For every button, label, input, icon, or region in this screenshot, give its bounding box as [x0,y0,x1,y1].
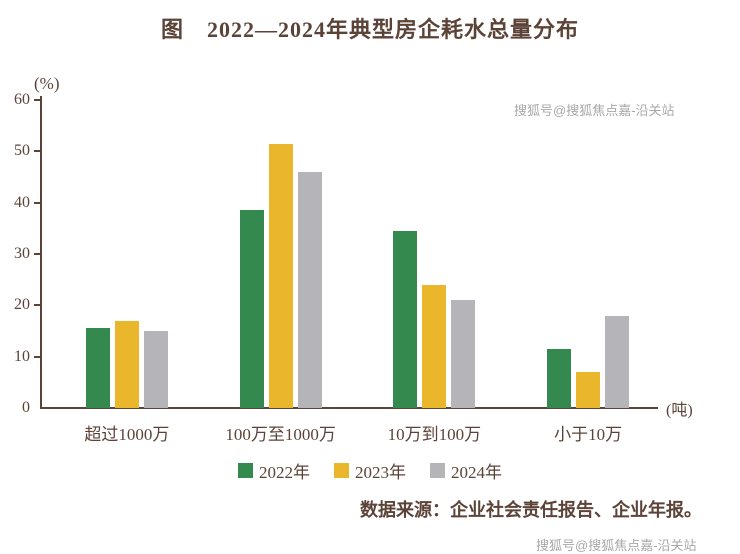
y-axis-line [40,96,42,409]
legend-swatch-icon [430,463,445,478]
data-source-note: 数据来源：企业社会责任报告、企业年报。 [360,500,702,520]
chart-legend: 2022年 2023年 2024年 [0,458,740,483]
legend-label: 2022年 [259,463,310,482]
y-tick-mark [34,99,40,101]
watermark-top: 搜狐号@搜狐焦点嘉-沿关站 [514,103,675,118]
legend-item-2023年: 2023年 [334,458,406,483]
bar-2022年-超过1000万 [85,328,110,408]
legend-label: 2023年 [355,463,406,482]
y-axis-unit-label: (%) [34,74,60,93]
legend-swatch-icon [334,463,349,478]
x-category-label: 10万到100万 [387,425,482,444]
x-category-label: 超过1000万 [84,425,170,444]
y-tick-label: 20 [14,296,30,314]
bar-2024年-10万到100万 [451,300,476,408]
bar-2022年-10万到100万 [393,230,418,408]
y-tick-label: 40 [14,193,30,211]
bar-2024年-100万至1000万 [297,171,322,408]
legend-swatch-icon [238,463,253,478]
y-tick-label: 60 [14,91,30,108]
legend-label: 2024年 [451,463,502,482]
legend-item-2022年: 2022年 [238,458,310,483]
watermark-bottom: 搜狐号@搜狐焦点嘉-沿关站 [536,538,697,553]
bar-2024年-超过1000万 [143,331,168,408]
y-tick-mark [34,253,40,255]
y-tick-mark [34,304,40,307]
bar-2023年-小于10万 [576,372,601,408]
y-tick-mark [34,201,40,204]
y-tick-mark [34,150,40,153]
bar-2023年-超过1000万 [114,320,139,408]
bar-2023年-10万到100万 [422,284,447,408]
legend-item-2024年: 2024年 [430,458,502,483]
x-axis-unit-label: (吨) [666,402,693,419]
bar-2023年-100万至1000万 [268,143,293,408]
y-tick-mark [34,355,40,358]
x-category-label: 100万至1000万 [225,425,336,444]
bar-2024年-小于10万 [605,315,630,408]
y-tick-label: 0 [22,399,30,416]
x-axis-line [40,407,658,409]
bar-2022年-100万至1000万 [239,210,264,408]
bar-2022年-小于10万 [547,348,572,408]
chart-title: 图 2022—2024年典型房企耗水总量分布 [160,17,579,42]
y-tick-label: 50 [14,142,30,160]
y-tick-label: 10 [14,347,30,365]
x-category-label: 小于10万 [554,425,623,444]
y-tick-label: 30 [14,245,30,262]
